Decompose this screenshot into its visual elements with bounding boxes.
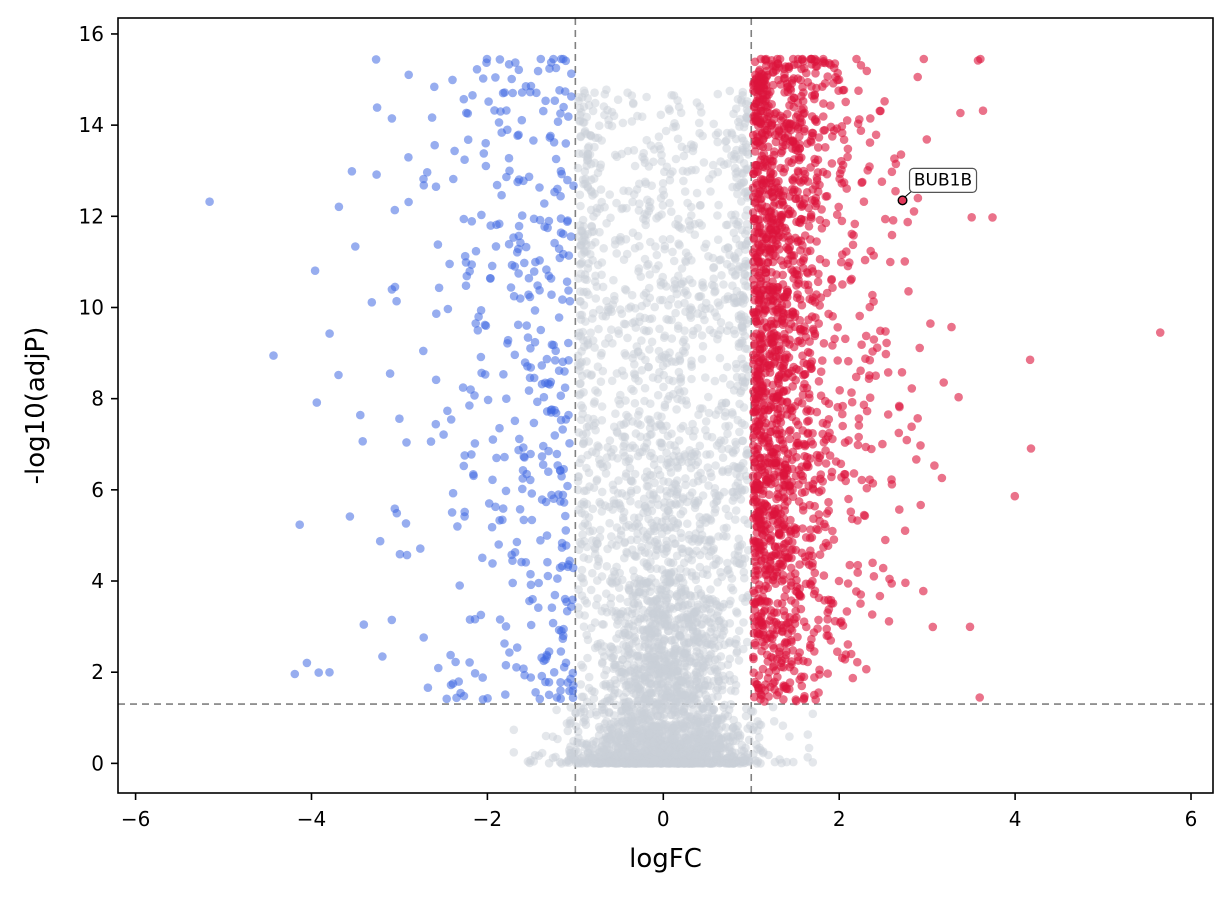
down-points: [205, 55, 578, 704]
y-tick-label: 4: [91, 569, 104, 593]
x-tick-label: 4: [1009, 807, 1022, 831]
y-tick-label: 2: [91, 660, 104, 684]
gene-annotation: BUB1B: [898, 168, 976, 204]
x-tick-label: −6: [121, 807, 150, 831]
x-tick-label: 6: [1185, 807, 1198, 831]
y-axis-label: -log10(adjP): [21, 327, 51, 485]
y-tick-label: 12: [79, 204, 104, 228]
y-tick-label: 6: [91, 478, 104, 502]
x-tick-label: 0: [657, 807, 670, 831]
x-tick-label: 2: [833, 807, 846, 831]
x-tick-label: −2: [473, 807, 502, 831]
up-points: [749, 55, 1036, 706]
annotated-point: [898, 196, 907, 205]
x-tick-label: −4: [297, 807, 326, 831]
y-tick-label: 14: [79, 113, 104, 137]
y-tick-label: 16: [79, 22, 104, 46]
y-tick-label: 8: [91, 387, 104, 411]
x-axis-label: logFC: [629, 844, 702, 874]
y-axis: 0 2 4 6 8 10 12 14 16 -log10(adjP): [21, 22, 118, 775]
y-tick-label: 0: [91, 751, 104, 775]
annotation-label: BUB1B: [914, 170, 972, 190]
y-tick-label: 10: [79, 295, 104, 319]
x-axis: −6 −4 −2 0 2 4 6 logFC: [121, 793, 1198, 874]
outlier-point: [1156, 328, 1165, 337]
